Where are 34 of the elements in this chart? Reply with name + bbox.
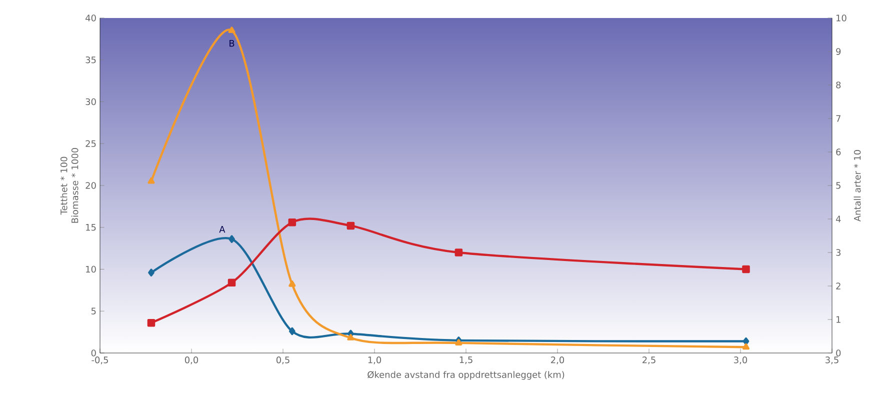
y-tick-label: 20 bbox=[86, 182, 96, 189]
y-axis-title: Tetthet * 100 Biomasse * 1000 bbox=[60, 148, 78, 223]
x-axis-title: Økende avstand fra oppdrettsanlegget (km) bbox=[368, 371, 564, 380]
x-tick-label: 0,5 bbox=[276, 356, 290, 364]
x-tick-label: 1,5 bbox=[460, 356, 472, 364]
y2-tick-label: 8 bbox=[836, 82, 841, 88]
y2-tick-label: 5 bbox=[836, 182, 840, 189]
annotation: B bbox=[230, 40, 234, 47]
y2-tick-label: 3 bbox=[836, 249, 841, 256]
y2-tick-label: 7 bbox=[836, 115, 840, 122]
x-tick-label: 2,5 bbox=[642, 356, 656, 364]
x-tick-label: 3,0 bbox=[734, 356, 748, 364]
y-tick-label: 40 bbox=[86, 14, 96, 22]
y2-tick-label: 6 bbox=[836, 148, 841, 156]
y2-tick-label: 1 bbox=[836, 316, 840, 323]
y-tick-label: 15 bbox=[86, 224, 96, 231]
x-tick-label: -0,5 bbox=[92, 356, 108, 364]
y-tick-label: 25 bbox=[86, 140, 96, 148]
y-tick-label: 35 bbox=[86, 56, 96, 64]
annotation: A bbox=[219, 226, 226, 233]
y-tick-label: 5 bbox=[91, 308, 96, 314]
x-tick-label: 0,0 bbox=[184, 356, 198, 364]
y-tick-label: 0 bbox=[91, 350, 96, 356]
y-tick-label: 10 bbox=[86, 266, 96, 273]
y2-tick-label: 10 bbox=[836, 14, 846, 22]
y2-tick-label: 9 bbox=[836, 48, 841, 55]
y2-tick-label: 4 bbox=[836, 216, 841, 222]
x-tick-label: 2,0 bbox=[551, 356, 564, 364]
y2-tick-label: 2 bbox=[836, 282, 840, 290]
x-tick-label: 3,5 bbox=[826, 356, 838, 364]
y2-tick-label: 0 bbox=[836, 350, 841, 356]
x-tick-label: 1,0 bbox=[368, 356, 382, 364]
y2-axis-title: Antall arter * 10 bbox=[854, 150, 861, 222]
y-tick-label: 30 bbox=[86, 98, 96, 106]
